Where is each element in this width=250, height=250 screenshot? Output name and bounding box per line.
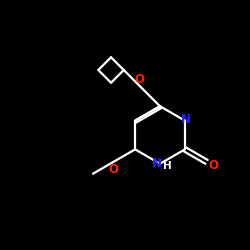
Text: H: H bbox=[163, 161, 172, 171]
Text: O: O bbox=[208, 160, 218, 172]
Text: N: N bbox=[180, 113, 190, 126]
Text: N: N bbox=[152, 157, 162, 170]
Text: O: O bbox=[134, 73, 144, 86]
Text: O: O bbox=[108, 163, 118, 176]
